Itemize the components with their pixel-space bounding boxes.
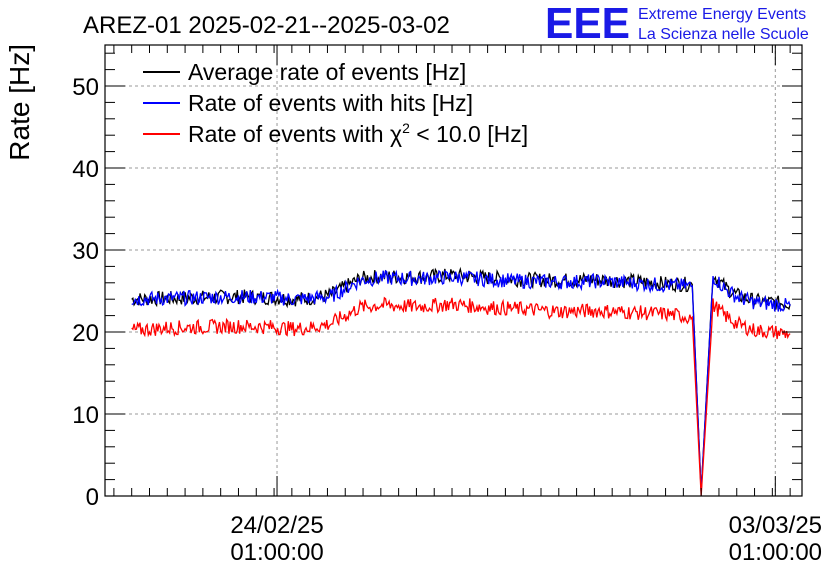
y-axis-label: Rate [Hz] — [4, 44, 35, 161]
x-tick-label-date: 03/03/25 — [729, 512, 822, 539]
x-tick-label-time: 01:00:00 — [729, 539, 822, 566]
chart-title: AREZ-01 2025-02-21--2025-03-02 — [83, 12, 450, 39]
legend-label-chi2: Rate of events with χ2 < 10.0 [Hz] — [188, 120, 528, 147]
logo-line1: Extreme Energy Events — [638, 6, 806, 23]
y-tick-label: 50 — [72, 74, 99, 101]
legend-chi2-tail: < 10.0 [Hz] — [410, 121, 528, 147]
legend-item-hits: Rate of events with hits [Hz] — [143, 90, 473, 116]
series-line-2 — [131, 296, 791, 497]
series-line-1 — [131, 269, 791, 492]
logo-mark: EEE — [545, 0, 630, 48]
legend-item-chi2: Rate of events with χ2 < 10.0 [Hz] — [143, 120, 528, 147]
legend-item-average: Average rate of events [Hz] — [143, 59, 466, 85]
y-tick-label: 40 — [72, 156, 99, 183]
x-tick-label-date: 24/02/25 — [230, 512, 323, 539]
legend-label-hits: Rate of events with hits [Hz] — [188, 90, 473, 116]
y-tick-label: 10 — [72, 402, 99, 429]
y-tick-label: 30 — [72, 238, 99, 265]
legend-chi2-sup: 2 — [402, 120, 410, 136]
eee-logo: EEE Extreme Energy Events La Scienza nel… — [545, 0, 809, 48]
logo-line2: La Scienza nelle Scuole — [638, 26, 809, 43]
plot-frame — [104, 44, 803, 497]
series-layer — [131, 266, 791, 497]
legend-label-average: Average rate of events [Hz] — [188, 59, 466, 85]
axes: 0102030405024/02/2501:00:0003/03/2501:00… — [72, 45, 822, 566]
y-tick-label: 0 — [86, 484, 99, 511]
legend: Average rate of events [Hz] Rate of even… — [143, 59, 528, 147]
legend-chi2-main: Rate of events with χ — [188, 121, 402, 147]
y-tick-label: 20 — [72, 320, 99, 347]
x-tick-label-time: 01:00:00 — [230, 539, 323, 566]
